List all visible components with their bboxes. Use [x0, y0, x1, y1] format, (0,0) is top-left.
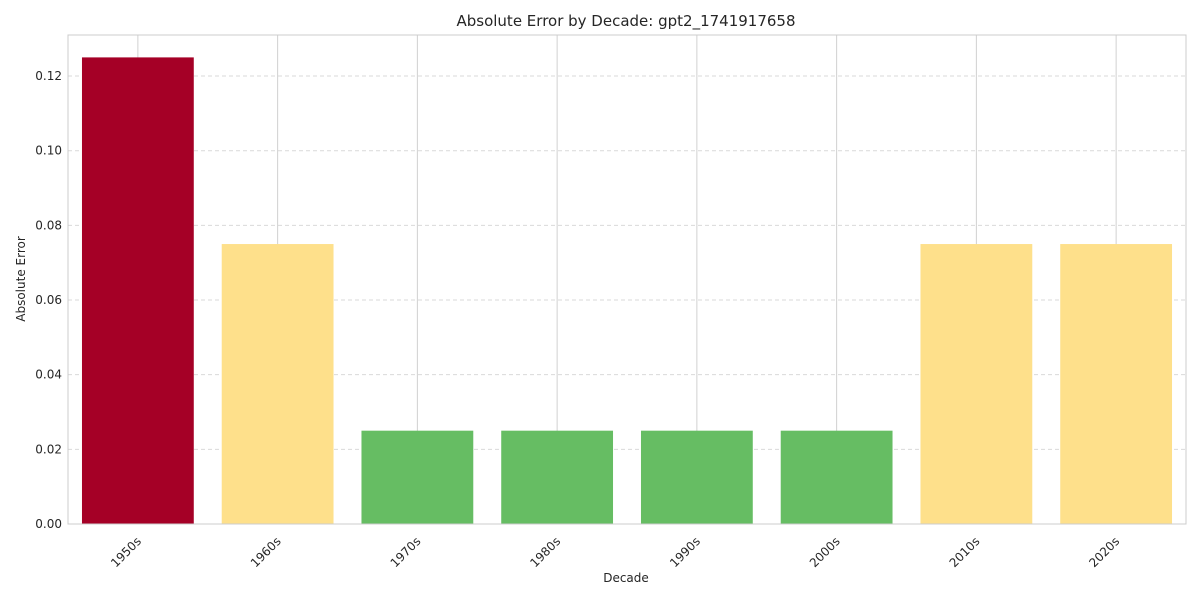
bar-2020s — [1060, 244, 1173, 525]
x-axis-ticks: 1950s 1960s 1970s 1980s 1990s 2000s 2010s 2020s — [108, 534, 1122, 570]
bars — [81, 57, 1173, 525]
y-axis-label: Absolute Error — [14, 236, 28, 322]
y-tick-label: 0.10 — [35, 144, 62, 158]
bar-1970s — [361, 430, 474, 524]
x-axis-label: Decade — [603, 571, 649, 585]
bar-1960s — [221, 244, 334, 525]
x-tick-label: 1950s — [108, 534, 144, 570]
plot-frame — [67, 34, 1187, 525]
bar-1990s — [640, 430, 753, 524]
y-tick-label: 0.12 — [35, 69, 62, 83]
y-tick-label: 0.06 — [35, 293, 62, 307]
y-tick-label: 0.00 — [35, 517, 62, 531]
y-axis-ticks: 0.00 0.02 0.04 0.06 0.08 0.10 0.12 — [35, 69, 62, 531]
bar-1980s — [501, 430, 614, 524]
y-tick-label: 0.08 — [35, 218, 62, 232]
x-tick-label: 1980s — [527, 534, 563, 570]
x-tick-label: 1990s — [667, 534, 703, 570]
y-tick-label: 0.02 — [35, 442, 62, 456]
x-tick-label: 2010s — [947, 534, 983, 570]
chart-title: Absolute Error by Decade: gpt2_174191765… — [456, 12, 795, 31]
x-tick-label: 1970s — [388, 534, 424, 570]
x-tick-label: 2000s — [807, 534, 843, 570]
bar-2000s — [780, 430, 893, 524]
x-tick-label: 2020s — [1086, 534, 1122, 570]
x-tick-label: 1960s — [248, 534, 284, 570]
bar-2010s — [920, 244, 1033, 525]
bar-1950s — [81, 57, 194, 525]
y-tick-label: 0.04 — [35, 368, 62, 382]
